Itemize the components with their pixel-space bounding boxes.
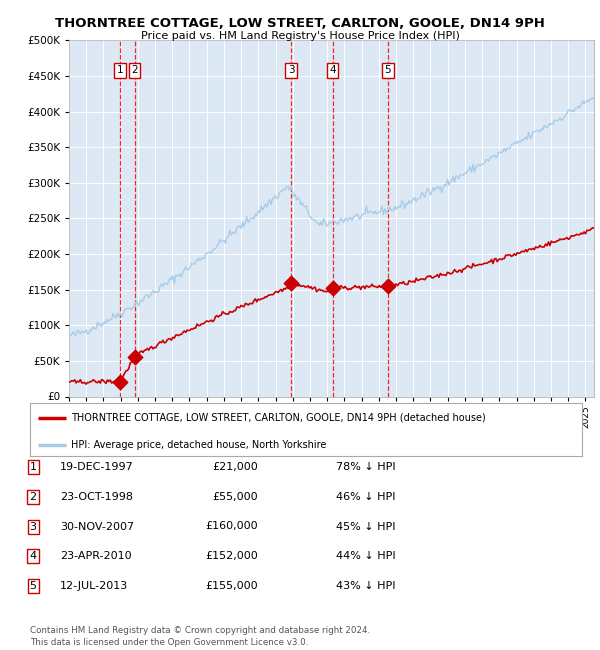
Text: 23-OCT-1998: 23-OCT-1998	[60, 491, 133, 502]
Point	[328, 283, 337, 293]
Text: 78% ↓ HPI: 78% ↓ HPI	[336, 462, 395, 472]
Point	[286, 278, 296, 288]
Text: Contains HM Land Registry data © Crown copyright and database right 2024.
This d: Contains HM Land Registry data © Crown c…	[30, 626, 370, 647]
Text: HPI: Average price, detached house, North Yorkshire: HPI: Average price, detached house, Nort…	[71, 439, 327, 450]
Text: 44% ↓ HPI: 44% ↓ HPI	[336, 551, 395, 562]
Point	[115, 376, 125, 387]
Text: £21,000: £21,000	[212, 462, 258, 472]
Text: 19-DEC-1997: 19-DEC-1997	[60, 462, 134, 472]
Text: THORNTREE COTTAGE, LOW STREET, CARLTON, GOOLE, DN14 9PH (detached house): THORNTREE COTTAGE, LOW STREET, CARLTON, …	[71, 413, 486, 423]
Text: 45% ↓ HPI: 45% ↓ HPI	[336, 521, 395, 532]
Text: 3: 3	[288, 65, 295, 75]
Text: 5: 5	[385, 65, 391, 75]
Point	[383, 281, 393, 291]
Text: 1: 1	[29, 462, 37, 472]
Text: 4: 4	[329, 65, 336, 75]
Point	[130, 352, 139, 363]
Text: 3: 3	[29, 521, 37, 532]
Text: 12-JUL-2013: 12-JUL-2013	[60, 581, 128, 592]
Text: Price paid vs. HM Land Registry's House Price Index (HPI): Price paid vs. HM Land Registry's House …	[140, 31, 460, 41]
Text: 43% ↓ HPI: 43% ↓ HPI	[336, 581, 395, 592]
Text: £152,000: £152,000	[205, 551, 258, 562]
Text: £55,000: £55,000	[212, 491, 258, 502]
Text: £155,000: £155,000	[205, 581, 258, 592]
Text: 4: 4	[29, 551, 37, 562]
Text: 30-NOV-2007: 30-NOV-2007	[60, 521, 134, 532]
Text: £160,000: £160,000	[205, 521, 258, 532]
Text: 1: 1	[116, 65, 123, 75]
Text: 46% ↓ HPI: 46% ↓ HPI	[336, 491, 395, 502]
Text: THORNTREE COTTAGE, LOW STREET, CARLTON, GOOLE, DN14 9PH: THORNTREE COTTAGE, LOW STREET, CARLTON, …	[55, 17, 545, 30]
Text: 5: 5	[29, 581, 37, 592]
Text: 2: 2	[29, 491, 37, 502]
Text: 23-APR-2010: 23-APR-2010	[60, 551, 131, 562]
Text: 2: 2	[131, 65, 138, 75]
